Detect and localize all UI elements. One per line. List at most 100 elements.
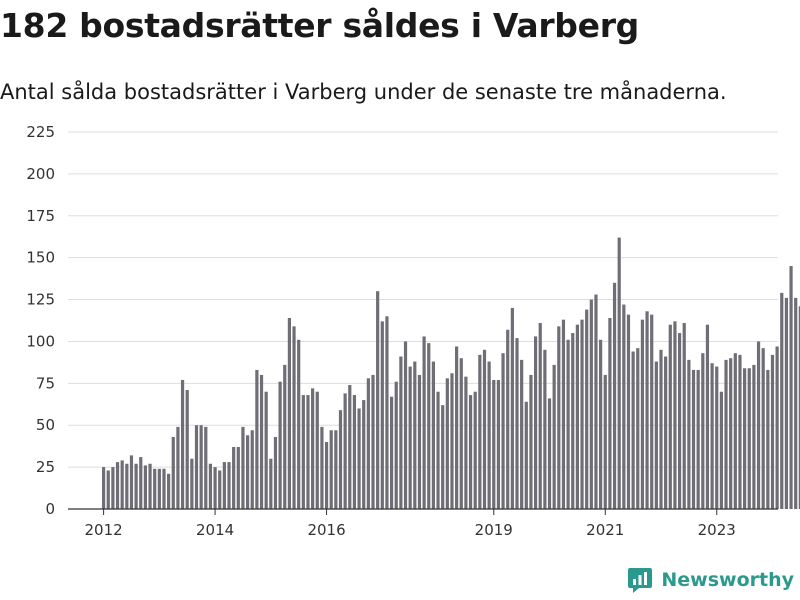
bar bbox=[515, 338, 519, 509]
x-tick-label: 2012 bbox=[85, 521, 123, 539]
bar bbox=[482, 349, 487, 509]
bar bbox=[204, 426, 208, 509]
bar bbox=[213, 467, 217, 509]
bar bbox=[297, 339, 301, 509]
bar bbox=[450, 373, 454, 509]
bar bbox=[125, 463, 129, 509]
bar bbox=[575, 324, 579, 509]
bar bbox=[580, 319, 584, 509]
bar bbox=[232, 447, 236, 509]
bar bbox=[199, 425, 203, 509]
y-tick-label: 0 bbox=[45, 500, 55, 518]
bar bbox=[719, 391, 723, 509]
bar bbox=[311, 388, 315, 509]
bar bbox=[478, 354, 482, 509]
bar bbox=[329, 430, 333, 509]
bar bbox=[571, 333, 575, 509]
bar bbox=[157, 468, 161, 509]
bar bbox=[129, 455, 134, 509]
bar bbox=[338, 410, 343, 509]
bar bbox=[682, 323, 686, 509]
bar bbox=[218, 470, 222, 509]
bar bbox=[752, 364, 756, 509]
bar bbox=[459, 358, 463, 509]
bar bbox=[357, 408, 361, 509]
bar bbox=[385, 316, 389, 509]
bar bbox=[106, 470, 110, 509]
bar bbox=[264, 391, 268, 509]
bar bbox=[612, 282, 617, 509]
bar bbox=[492, 379, 496, 509]
bar bbox=[677, 333, 682, 509]
bar bbox=[747, 368, 751, 509]
bar bbox=[631, 351, 635, 509]
bar bbox=[645, 311, 649, 509]
bar bbox=[543, 349, 547, 509]
bar bbox=[441, 405, 445, 509]
x-tick-label: 2019 bbox=[475, 521, 513, 539]
bar bbox=[599, 339, 603, 509]
bar bbox=[529, 374, 533, 509]
bar bbox=[436, 391, 440, 509]
bar bbox=[696, 369, 700, 509]
bar bbox=[241, 426, 245, 509]
bar bbox=[691, 369, 696, 509]
bar bbox=[468, 395, 473, 509]
y-tick-label: 25 bbox=[36, 458, 55, 476]
bar bbox=[139, 457, 143, 509]
bar bbox=[227, 462, 231, 509]
bar bbox=[733, 353, 737, 509]
bar bbox=[640, 319, 645, 509]
bar bbox=[715, 366, 719, 509]
chart-title: 182 bostadsrätter såldes i Varberg bbox=[0, 6, 639, 45]
bar bbox=[533, 336, 538, 509]
bar bbox=[273, 436, 278, 509]
bar bbox=[143, 465, 148, 509]
bar bbox=[520, 359, 524, 509]
bar bbox=[510, 307, 514, 509]
bar bbox=[789, 266, 793, 509]
bar bbox=[403, 341, 408, 509]
bar bbox=[153, 468, 157, 509]
bar bbox=[111, 467, 115, 509]
bar bbox=[320, 426, 324, 509]
bar bbox=[431, 361, 435, 509]
bar bbox=[770, 354, 775, 509]
bar bbox=[594, 294, 598, 509]
bar bbox=[376, 291, 380, 509]
bar bbox=[380, 321, 384, 509]
bar-chart: 0255075100125150175200225182201220142016… bbox=[26, 123, 800, 539]
bar bbox=[287, 317, 291, 509]
bar bbox=[343, 393, 347, 509]
bar bbox=[501, 353, 505, 509]
bar bbox=[236, 447, 240, 509]
bar bbox=[255, 369, 259, 509]
bar bbox=[250, 430, 254, 509]
bar bbox=[506, 329, 510, 509]
bar bbox=[496, 379, 501, 509]
bar bbox=[194, 425, 199, 509]
bar bbox=[487, 361, 491, 509]
bar bbox=[552, 364, 556, 509]
bar bbox=[659, 349, 663, 509]
bar bbox=[245, 435, 250, 509]
bar bbox=[366, 378, 370, 509]
bar bbox=[408, 366, 412, 509]
bar bbox=[650, 314, 654, 509]
bar bbox=[222, 462, 226, 509]
y-tick-label: 200 bbox=[26, 165, 55, 183]
y-tick-label: 175 bbox=[26, 207, 55, 225]
bar bbox=[148, 463, 152, 509]
bar bbox=[120, 460, 124, 509]
bar bbox=[208, 463, 213, 509]
y-tick-label: 75 bbox=[36, 374, 55, 392]
bar bbox=[445, 378, 449, 509]
bar bbox=[399, 356, 403, 509]
bar bbox=[315, 391, 319, 509]
bar bbox=[710, 363, 714, 509]
bar bbox=[664, 356, 668, 509]
bar bbox=[427, 343, 431, 509]
bar bbox=[668, 324, 672, 509]
bar bbox=[278, 381, 282, 509]
bar bbox=[654, 361, 658, 509]
